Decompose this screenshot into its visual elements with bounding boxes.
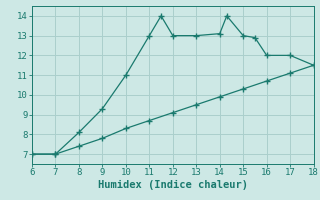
X-axis label: Humidex (Indice chaleur): Humidex (Indice chaleur) — [98, 180, 248, 190]
